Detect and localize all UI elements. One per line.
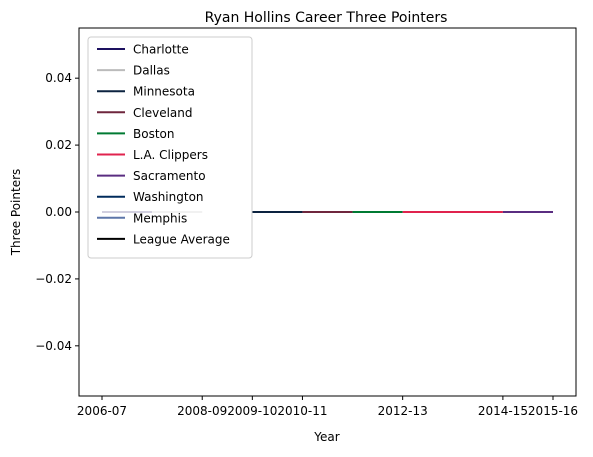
legend-label: L.A. Clippers <box>133 148 208 162</box>
y-tick-label: −0.04 <box>35 339 72 353</box>
legend: Charlotte Dallas Minnesota Cleveland Boston L… <box>87 36 253 259</box>
x-tick-label: 2008-09 <box>177 404 227 418</box>
y-axis-label: Three Pointers <box>9 169 23 257</box>
y-tick-label: 0.02 <box>45 138 72 152</box>
legend-label: Cleveland <box>133 106 193 120</box>
legend-label: Dallas <box>133 64 170 78</box>
x-tick-label: 2014-15 <box>478 404 528 418</box>
legend-label: Minnesota <box>133 85 195 99</box>
legend-label: Boston <box>133 127 174 141</box>
x-tick-label: 2012-13 <box>378 404 428 418</box>
legend-label: Memphis <box>133 211 187 225</box>
x-axis-label: Year <box>313 430 339 444</box>
x-axis-ticks: 2006-07 2008-09 2009-10 2010-11 2012-13 2014-… <box>77 396 578 418</box>
legend-label: Washington <box>133 190 204 204</box>
x-tick-label: 2015-16 <box>528 404 578 418</box>
legend-box <box>87 36 253 259</box>
y-tick-label: −0.02 <box>35 272 72 286</box>
x-tick-label: 2006-07 <box>77 404 127 418</box>
legend-label: Charlotte <box>133 43 189 57</box>
chart-title: Ryan Hollins Career Three Pointers <box>205 10 448 26</box>
legend-label: Sacramento <box>133 169 206 183</box>
x-tick-label: 2010-11 <box>277 404 327 418</box>
x-tick-label: 2009-10 <box>227 404 277 418</box>
y-tick-label: 0.00 <box>45 205 72 219</box>
y-tick-label: 0.04 <box>45 71 72 85</box>
y-axis-ticks: −0.04 −0.02 0.00 0.02 0.04 <box>35 71 79 353</box>
legend-label: League Average <box>133 232 230 246</box>
